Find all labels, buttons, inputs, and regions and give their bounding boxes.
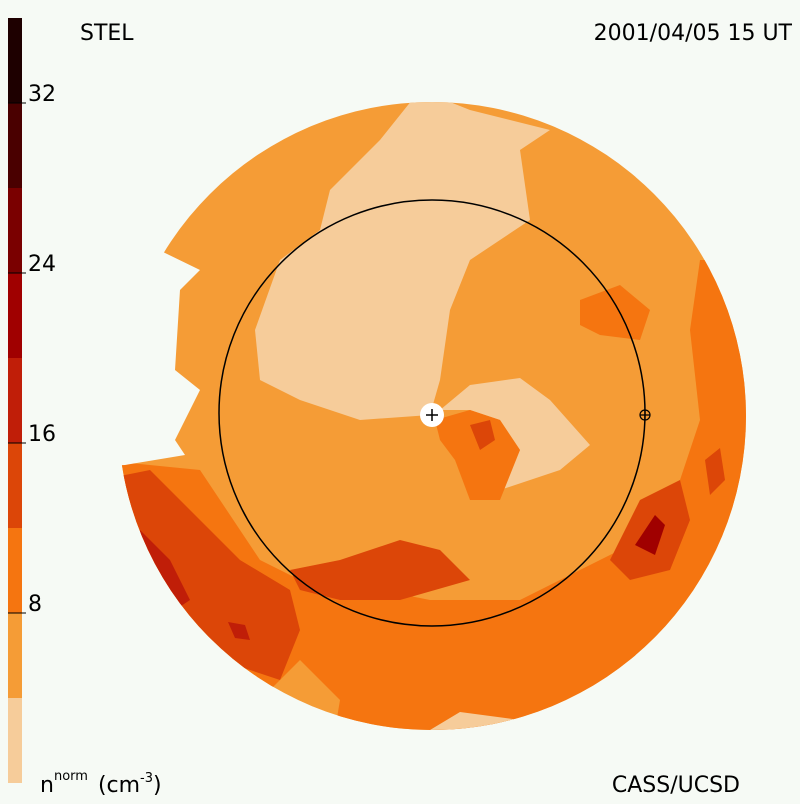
map-region [705,448,725,495]
colorbar-band [8,18,22,103]
colorbar-tick-label: 8 [28,592,42,617]
colorbar-band [8,358,22,443]
colorbar-band [8,698,22,783]
map-region [118,470,300,680]
map-region [580,285,650,340]
earth-cross [640,410,650,420]
colorbar-label: nnorm (cm-3) [40,769,162,798]
map-region [470,420,495,450]
label-sup: norm [54,769,88,784]
colorbar-band [8,188,22,273]
sun-cross [426,409,438,421]
map-region [440,378,590,490]
colorbar-band [8,613,22,698]
colorbar-tick-label: 32 [28,82,56,107]
colorbar-band [8,528,22,613]
colorbar-band [8,273,22,358]
label-unit: (cm [98,773,140,798]
date: 2001/04/05 15 UT [594,21,793,46]
colorbar-tick-label: 16 [28,422,56,447]
label-base: n [40,773,54,798]
colorbar-band [8,103,22,188]
map-region [290,540,470,600]
label-exp: -3 [140,771,153,786]
title: STEL [80,21,134,46]
credit: CASS/UCSD [612,773,740,798]
map-region [140,530,190,610]
colorbar-tick-label: 24 [28,252,56,277]
label-close: ) [153,773,162,798]
map-region [635,515,665,555]
map-region [435,410,520,500]
density-map [118,102,746,730]
map-region [228,622,250,640]
map-region [255,102,550,420]
map-gap [0,240,200,470]
colorbar-band [8,443,22,528]
